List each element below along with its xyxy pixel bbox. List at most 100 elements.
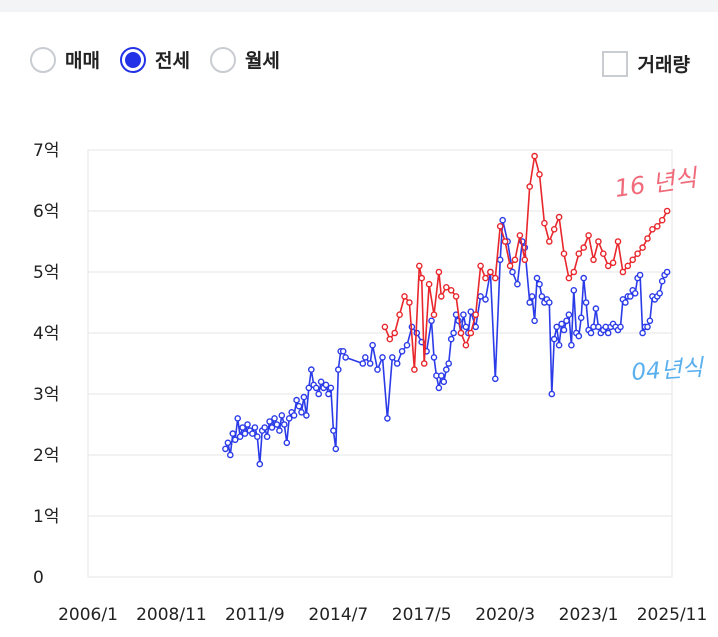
data-point: [425, 280, 433, 288]
data-point: [541, 219, 548, 227]
data-point: [639, 329, 646, 337]
data-point: [546, 299, 553, 306]
data-point: [631, 289, 639, 297]
data-point: [587, 329, 595, 337]
data-point: [526, 183, 534, 190]
data-point: [506, 262, 514, 270]
data-point: [266, 418, 273, 425]
data-point: [231, 436, 239, 444]
annotation-16-year: 16 년식: [613, 163, 700, 202]
data-point: [447, 335, 455, 343]
annotation-04-year: 04년식: [631, 355, 706, 386]
x-tick-label: 2014/7: [308, 605, 368, 625]
data-point: [445, 360, 453, 367]
y-tick-label: 1억: [33, 507, 59, 527]
data-point: [604, 262, 612, 270]
data-point: [224, 439, 232, 447]
x-tick-label: 2011/9: [225, 605, 285, 625]
data-point: [330, 427, 337, 434]
data-point: [482, 274, 489, 282]
data-point: [600, 250, 607, 257]
y-tick-label: 4억: [33, 324, 59, 344]
x-tick-label: 2023/1: [559, 605, 619, 625]
data-point: [580, 244, 588, 251]
data-point: [312, 384, 320, 392]
data-point: [491, 274, 499, 282]
x-tick-label: 2025/11: [637, 605, 708, 625]
data-point: [388, 354, 396, 361]
data-point: [595, 323, 602, 331]
data-point: [273, 421, 281, 428]
data-point: [226, 451, 234, 459]
data-point: [565, 274, 573, 282]
data-point: [332, 445, 340, 453]
data-point: [280, 421, 288, 428]
data-point: [415, 262, 423, 270]
data-point: [236, 433, 244, 441]
data-point: [420, 360, 428, 367]
data-point: [442, 366, 450, 373]
data-point: [401, 293, 408, 300]
data-point: [555, 341, 563, 349]
data-point: [435, 384, 443, 392]
y-tick-label: 5억: [33, 263, 59, 283]
data-point: [565, 311, 573, 319]
data-point: [361, 354, 369, 361]
radio-jeonse[interactable]: 전세: [119, 46, 190, 73]
data-point: [595, 238, 602, 245]
data-point: [585, 232, 592, 239]
radio-jeonse-label: 전세: [154, 50, 190, 72]
data-point: [604, 329, 612, 337]
data-point: [411, 366, 418, 373]
radio-monthly-rent-label: 월세: [244, 50, 280, 72]
radio-circle-icon: [209, 46, 236, 73]
data-point: [656, 289, 664, 297]
y-tick-label: 2억: [33, 446, 59, 466]
data-point: [639, 244, 646, 251]
data-point: [531, 317, 538, 325]
series-line-1: [384, 155, 668, 371]
data-point: [577, 314, 585, 322]
data-point: [516, 232, 524, 239]
data-point: [379, 354, 386, 361]
data-point: [256, 460, 264, 468]
data-point: [663, 207, 671, 215]
data-point: [550, 225, 558, 233]
data-point: [283, 439, 291, 447]
data-point: [239, 424, 246, 431]
data-point: [538, 293, 546, 300]
data-point: [658, 216, 666, 224]
data-point: [482, 296, 489, 303]
data-point: [624, 262, 632, 270]
data-point: [560, 326, 568, 334]
data-point: [391, 329, 399, 337]
data-point: [251, 424, 259, 431]
data-point: [501, 238, 509, 245]
data-point: [526, 299, 534, 306]
trade-type-radio-group: 매매 전세 월세: [30, 46, 300, 73]
data-point: [644, 323, 651, 331]
data-point: [663, 268, 671, 276]
data-point: [521, 256, 529, 264]
data-point: [398, 347, 406, 355]
radio-sale[interactable]: 매매: [30, 46, 100, 73]
data-point: [467, 329, 475, 337]
data-point: [536, 171, 543, 178]
data-point: [560, 250, 568, 257]
data-point: [442, 283, 450, 291]
data-point: [462, 323, 470, 331]
data-point: [303, 412, 310, 419]
data-point: [582, 299, 590, 306]
data-point: [295, 402, 303, 410]
data-point: [430, 354, 438, 361]
data-point: [649, 225, 656, 233]
data-point: [307, 366, 315, 373]
data-point: [322, 381, 330, 389]
data-point: [622, 299, 629, 306]
radio-monthly-rent[interactable]: 월세: [209, 46, 280, 73]
data-point: [268, 424, 276, 431]
volume-checkbox[interactable]: 거래량: [601, 50, 690, 77]
data-point: [325, 390, 332, 398]
data-point: [369, 341, 376, 349]
